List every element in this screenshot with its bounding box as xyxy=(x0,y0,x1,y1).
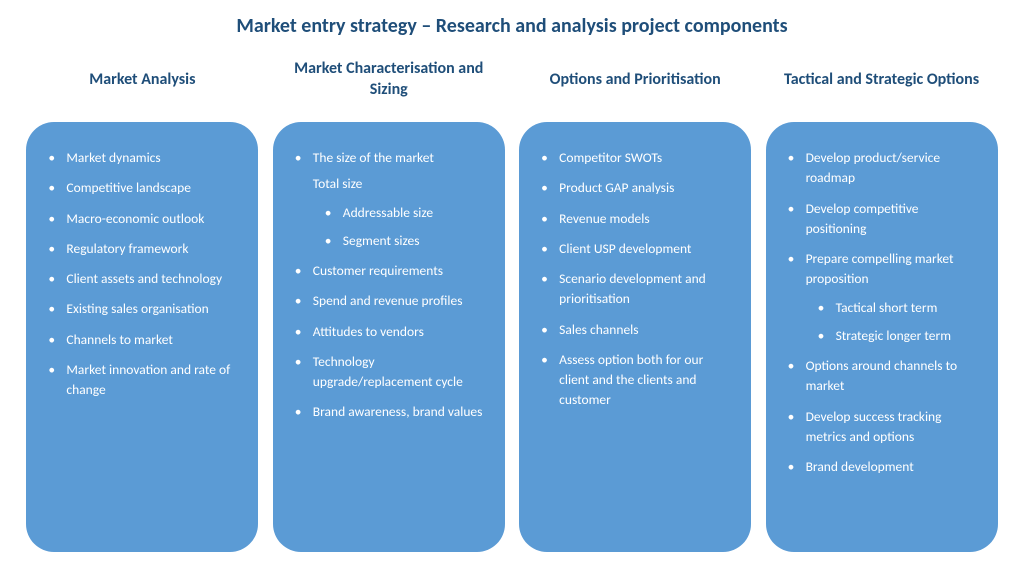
list-item: Attitudes to vendors xyxy=(295,322,487,342)
column-header: Market Analysis xyxy=(83,48,201,112)
list-item-text: Market dynamics xyxy=(66,149,160,166)
list-item-text: Sales channels xyxy=(559,321,638,338)
list-item-text: Develop product/service roadmap xyxy=(806,149,941,186)
column: Market Characterisation and Sizing The si… xyxy=(273,48,505,552)
column-header: Options and Prioritisation xyxy=(544,48,727,112)
list-item-text: Develop competitive positioning xyxy=(806,200,919,237)
list-item: Product GAP analysis xyxy=(541,178,733,198)
list-item-sublabel: Total size xyxy=(313,174,487,194)
column: Market Analysis Market dynamics Competitiv… xyxy=(26,48,258,552)
bullet-list: The size of the market Total size Addressa… xyxy=(295,148,487,423)
list-item-text: Product GAP analysis xyxy=(559,179,674,196)
list-item-text: Customer requirements xyxy=(313,262,443,279)
list-item: Develop product/service roadmap xyxy=(788,148,980,189)
nested-list-item: Addressable size xyxy=(325,203,487,223)
column-header: Market Characterisation and Sizing xyxy=(273,48,505,112)
bullet-list: Market dynamics Competitive landscape Macr… xyxy=(48,148,240,400)
columns-container: Market Analysis Market dynamics Competitiv… xyxy=(0,48,1024,552)
list-item-text: Brand development xyxy=(806,458,914,475)
panel: Develop product/service roadmap Develop c… xyxy=(766,122,998,552)
nested-list: Tactical short term Strategic longer term xyxy=(806,298,980,347)
bullet-list: Competitor SWOTs Product GAP analysis Reve… xyxy=(541,148,733,411)
list-item: Brand development xyxy=(788,457,980,477)
nested-list-item: Tactical short term xyxy=(818,298,980,318)
list-item-text: Competitor SWOTs xyxy=(559,149,662,166)
list-item: Scenario development and prioritisation xyxy=(541,269,733,310)
list-item-text: Brand awareness, brand values xyxy=(313,403,483,420)
list-item-text: Assess option both for our client and th… xyxy=(559,351,703,409)
list-item-text: Scenario development and prioritisation xyxy=(559,270,706,307)
list-item-text: Technology upgrade/replacement cycle xyxy=(313,353,463,390)
list-item: Competitive landscape xyxy=(48,178,240,198)
list-item: Channels to market xyxy=(48,330,240,350)
column: Tactical and Strategic Options Develop pr… xyxy=(766,48,998,552)
list-item-text: Develop success tracking metrics and opt… xyxy=(806,408,942,445)
list-item-text: Channels to market xyxy=(66,331,172,348)
list-item: Competitor SWOTs xyxy=(541,148,733,168)
list-item: The size of the market Total size Addressa… xyxy=(295,148,487,251)
list-item-text: Existing sales organisation xyxy=(66,300,208,317)
bullet-list: Develop product/service roadmap Develop c… xyxy=(788,148,980,477)
nested-list: Addressable size Segment sizes xyxy=(313,203,487,252)
page-title: Market entry strategy – Research and ana… xyxy=(0,0,1024,48)
list-item: Sales channels xyxy=(541,320,733,340)
list-item-text: Client assets and technology xyxy=(66,270,222,287)
list-item: Revenue models xyxy=(541,209,733,229)
list-item-text: Macro-economic outlook xyxy=(66,210,204,227)
list-item: Prepare compelling market proposition Tac… xyxy=(788,249,980,346)
list-item-text: Prepare compelling market proposition xyxy=(806,250,954,287)
list-item-text: The size of the market xyxy=(313,149,434,166)
list-item-text: Spend and revenue profiles xyxy=(313,292,463,309)
nested-list-item: Strategic longer term xyxy=(818,326,980,346)
nested-list-item: Segment sizes xyxy=(325,231,487,251)
panel: Market dynamics Competitive landscape Macr… xyxy=(26,122,258,552)
list-item: Options around channels to market xyxy=(788,356,980,397)
list-item-text: Competitive landscape xyxy=(66,179,191,196)
list-item: Client USP development xyxy=(541,239,733,259)
list-item: Assess option both for our client and th… xyxy=(541,350,733,411)
list-item: Market innovation and rate of change xyxy=(48,360,240,401)
list-item-text: Regulatory framework xyxy=(66,240,188,257)
list-item: Develop competitive positioning xyxy=(788,199,980,240)
list-item-text: Attitudes to vendors xyxy=(313,323,424,340)
list-item: Technology upgrade/replacement cycle xyxy=(295,352,487,393)
list-item: Spend and revenue profiles xyxy=(295,291,487,311)
column-header: Tactical and Strategic Options xyxy=(778,48,985,112)
list-item-text: Market innovation and rate of change xyxy=(66,361,230,398)
list-item: Develop success tracking metrics and opt… xyxy=(788,407,980,448)
panel: The size of the market Total size Addressa… xyxy=(273,122,505,552)
list-item-text: Client USP development xyxy=(559,240,691,257)
list-item-text: Options around channels to market xyxy=(806,357,958,394)
list-item-text: Revenue models xyxy=(559,210,649,227)
list-item: Macro-economic outlook xyxy=(48,209,240,229)
list-item: Market dynamics xyxy=(48,148,240,168)
list-item: Regulatory framework xyxy=(48,239,240,259)
list-item: Customer requirements xyxy=(295,261,487,281)
panel: Competitor SWOTs Product GAP analysis Reve… xyxy=(519,122,751,552)
list-item: Brand awareness, brand values xyxy=(295,402,487,422)
list-item: Client assets and technology xyxy=(48,269,240,289)
column: Options and Prioritisation Competitor SWO… xyxy=(519,48,751,552)
list-item: Existing sales organisation xyxy=(48,299,240,319)
